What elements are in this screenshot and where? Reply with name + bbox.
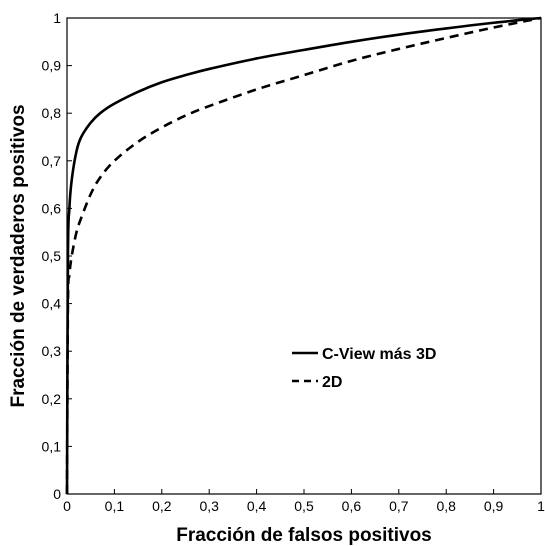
series-line-2d <box>65 16 542 495</box>
plot-frame <box>66 17 542 495</box>
x-tick-label: 0,1 <box>105 498 125 514</box>
legend-label-cview-3d: C-View más 3D <box>322 346 436 363</box>
x-tick-label: 0,2 <box>152 498 172 514</box>
y-tick-label: 1 <box>53 10 61 26</box>
y-tick-label: 0,1 <box>42 438 62 454</box>
legend-label-2d: 2D <box>322 374 342 391</box>
y-tick-label: 0,7 <box>42 153 62 169</box>
series-line-cview-3d <box>65 16 542 495</box>
y-tick-label: 0,5 <box>42 248 62 264</box>
ticks-group: 0 0,1 0,2 0,3 0,4 0,5 0,6 0,7 0,8 0,9 1 0 0,1 0,2 0,3 0… <box>42 10 545 514</box>
x-tick-label: 1 <box>537 498 545 514</box>
legend: C-View más 3D 2D <box>292 346 436 391</box>
y-tick-label: 0 <box>53 486 61 502</box>
y-tick-label: 0,9 <box>42 58 62 74</box>
y-tick-label: 0,6 <box>42 200 62 216</box>
x-tick-label: 0,8 <box>436 498 456 514</box>
y-tick-label: 0,2 <box>42 391 62 407</box>
y-tick-label: 0,3 <box>42 343 62 359</box>
x-tick-label: 0,3 <box>199 498 219 514</box>
y-tick-label: 0,4 <box>42 296 62 312</box>
x-tick-label: 0,7 <box>389 498 409 514</box>
y-tick-label: 0,8 <box>42 105 62 121</box>
x-tick-label: 0,5 <box>294 498 314 514</box>
x-tick-label: 0,4 <box>247 498 267 514</box>
series-group <box>65 16 542 495</box>
x-axis-label: Fracción de falsos positivos <box>176 525 432 546</box>
x-tick-label: 0 <box>63 498 71 514</box>
x-tick-label: 0,6 <box>342 498 362 514</box>
y-axis-label: Fracción de verdaderos positivos <box>8 104 29 407</box>
x-tick-label: 0,9 <box>484 498 504 514</box>
